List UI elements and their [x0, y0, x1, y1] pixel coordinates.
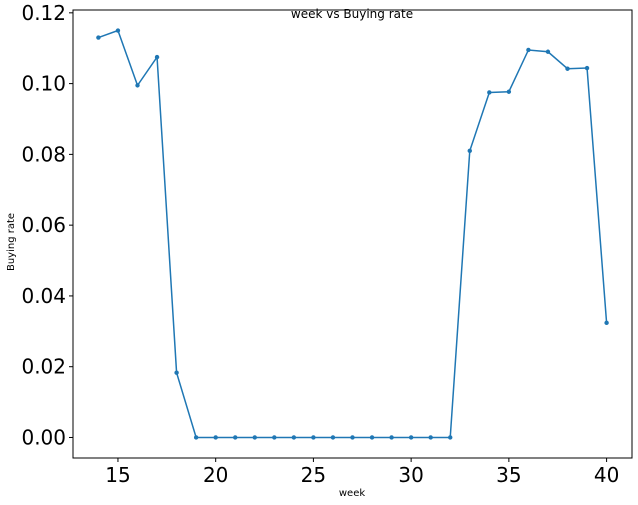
data-point — [233, 435, 238, 440]
data-point — [369, 435, 375, 440]
data-point — [330, 435, 336, 440]
data-point — [135, 83, 140, 88]
data-point — [96, 35, 101, 40]
data-point — [350, 435, 355, 440]
y-axis-label: Buying rate — [6, 213, 17, 271]
x-tick-label: 40 — [594, 463, 619, 487]
data-point — [408, 435, 414, 440]
y-tick-label: 0.02 — [21, 355, 66, 379]
data-point — [389, 435, 394, 440]
series-line — [98, 29, 608, 439]
x-axis-label: week — [339, 488, 365, 499]
data-point — [487, 90, 492, 95]
data-point — [448, 435, 453, 440]
chart-title: week vs Buying rate — [291, 7, 413, 21]
data-point — [467, 148, 472, 154]
data-point — [428, 435, 433, 440]
y-tick-label: 0.12 — [21, 1, 66, 25]
data-point — [252, 435, 257, 440]
data-point — [193, 435, 199, 440]
y-axis: 0.00 0.02 0.04 0.06 0.08 0.10 0.12 — [21, 1, 73, 449]
x-tick-label: 35 — [496, 463, 521, 487]
data-point — [526, 47, 531, 53]
y-tick-label: 0.08 — [21, 142, 66, 166]
data-point — [506, 89, 512, 94]
x-tick-label: 20 — [203, 463, 228, 487]
data-point — [174, 370, 179, 375]
data-point — [291, 435, 297, 440]
y-tick-label: 0.04 — [21, 284, 66, 308]
y-tick-label: 0.00 — [21, 425, 66, 449]
series-group — [96, 28, 609, 440]
plot-area — [72, 9, 633, 459]
y-tick-label: 0.06 — [21, 213, 66, 237]
x-tick-label: 25 — [301, 463, 326, 487]
data-point — [584, 65, 590, 71]
x-tick-label: 15 — [105, 463, 130, 487]
y-tick-label: 0.10 — [21, 72, 66, 96]
data-point — [311, 435, 316, 440]
data-point — [154, 54, 160, 60]
data-point — [115, 28, 121, 33]
data-point — [272, 435, 277, 440]
data-point — [565, 66, 570, 71]
data-point — [545, 49, 551, 54]
data-point — [604, 320, 609, 326]
data-point — [213, 435, 218, 440]
x-axis: 15 20 25 30 35 40 — [105, 458, 619, 487]
x-tick-label: 30 — [398, 463, 423, 487]
